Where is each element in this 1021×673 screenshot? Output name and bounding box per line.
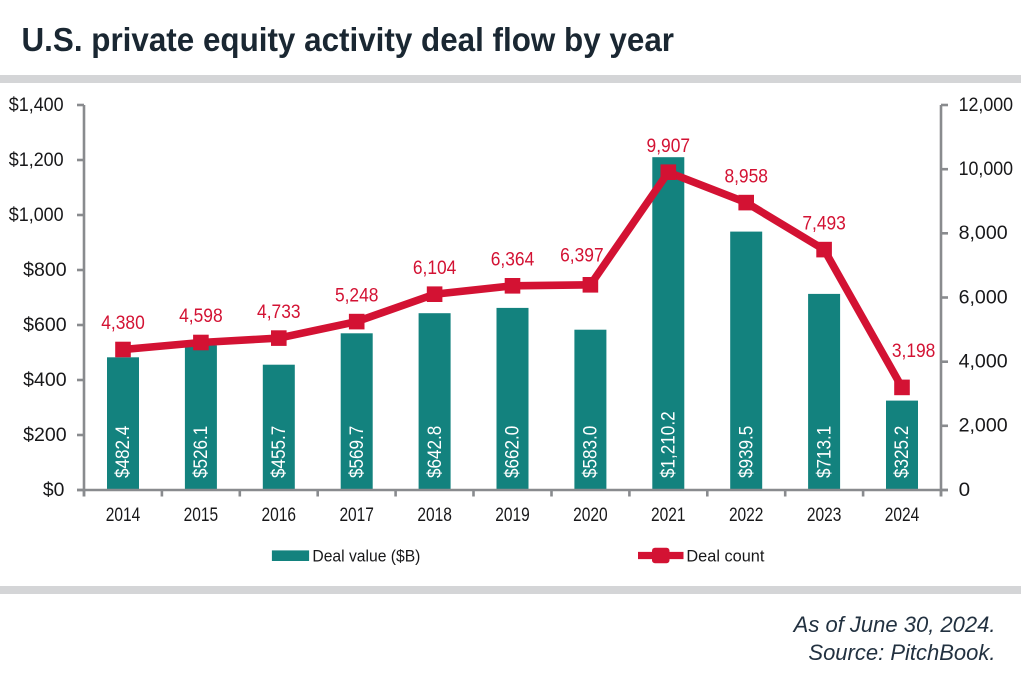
svg-text:Deal count: Deal count [686,546,764,565]
svg-text:8,000: 8,000 [959,223,1008,244]
svg-text:$455.7: $455.7 [269,426,290,478]
svg-text:8,958: 8,958 [724,166,768,187]
svg-text:$1,210.2: $1,210.2 [659,411,680,478]
svg-text:6,397: 6,397 [560,246,604,267]
svg-text:2016: 2016 [262,505,297,526]
svg-text:$482.4: $482.4 [113,425,134,478]
svg-text:As of June 30, 2024.: As of June 30, 2024. [792,612,996,637]
svg-text:12,000: 12,000 [959,95,1014,116]
svg-text:$642.8: $642.8 [425,426,446,478]
svg-text:2,000: 2,000 [959,416,1008,437]
svg-text:$662.0: $662.0 [503,426,524,478]
svg-text:2021: 2021 [651,505,686,526]
svg-text:$400: $400 [23,370,67,391]
svg-text:Deal value ($B): Deal value ($B) [312,546,420,565]
svg-text:$1,400: $1,400 [9,95,64,116]
svg-text:2017: 2017 [339,505,374,526]
svg-text:2015: 2015 [184,505,219,526]
svg-text:2020: 2020 [573,505,608,526]
svg-text:$713.1: $713.1 [814,426,835,478]
svg-text:9,907: 9,907 [647,136,691,157]
svg-text:2024: 2024 [885,505,920,526]
svg-text:$569.7: $569.7 [347,426,368,478]
svg-text:6,000: 6,000 [959,287,1008,308]
svg-text:$600: $600 [23,315,67,336]
svg-text:Source: PitchBook.: Source: PitchBook. [808,640,995,665]
svg-text:0: 0 [959,480,971,501]
svg-text:$200: $200 [23,425,67,446]
svg-text:$526.1: $526.1 [191,426,212,478]
svg-text:6,364: 6,364 [491,250,535,271]
svg-text:7,493: 7,493 [802,213,846,234]
svg-text:4,000: 4,000 [959,352,1008,373]
svg-text:U.S. private equity activity d: U.S. private equity activity deal flow b… [22,21,675,58]
svg-text:2022: 2022 [729,505,764,526]
svg-text:2014: 2014 [106,505,141,526]
svg-text:4,598: 4,598 [179,306,223,327]
svg-text:$800: $800 [23,260,67,281]
svg-text:4,380: 4,380 [101,313,145,334]
svg-text:5,248: 5,248 [335,285,379,306]
svg-text:2019: 2019 [495,505,530,526]
svg-text:2018: 2018 [417,505,452,526]
svg-text:$583.0: $583.0 [581,426,602,478]
svg-text:10,000: 10,000 [959,159,1014,180]
svg-text:$0: $0 [43,480,65,501]
svg-text:6,104: 6,104 [413,258,457,279]
svg-text:$1,200: $1,200 [9,150,64,171]
svg-text:$1,000: $1,000 [9,205,64,226]
svg-text:3,198: 3,198 [892,341,936,362]
svg-text:2023: 2023 [807,505,842,526]
svg-text:4,733: 4,733 [257,302,301,323]
svg-text:$939.5: $939.5 [736,426,757,478]
svg-text:$325.2: $325.2 [892,426,913,478]
